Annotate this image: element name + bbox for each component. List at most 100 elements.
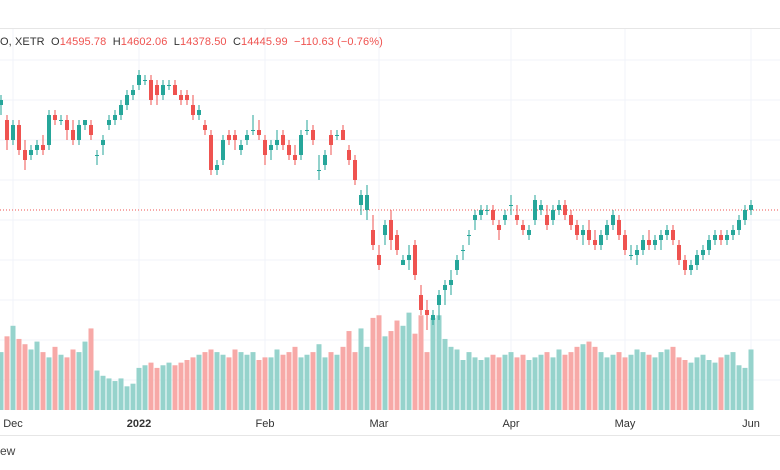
candle[interactable] — [407, 245, 411, 270]
candle[interactable] — [545, 205, 549, 230]
candle[interactable] — [419, 285, 423, 315]
candle[interactable] — [509, 195, 513, 215]
candle[interactable] — [395, 230, 399, 255]
candle[interactable] — [89, 120, 93, 140]
candle[interactable] — [557, 200, 561, 215]
candle[interactable] — [281, 130, 285, 150]
candle[interactable] — [347, 145, 351, 165]
candle[interactable] — [527, 225, 531, 240]
candle[interactable] — [167, 80, 171, 90]
candle[interactable] — [497, 220, 501, 240]
candle[interactable] — [677, 240, 681, 265]
candle[interactable] — [689, 260, 693, 275]
candle[interactable] — [143, 75, 147, 85]
candle[interactable] — [197, 105, 201, 120]
candle[interactable] — [521, 220, 525, 235]
candle[interactable] — [731, 225, 735, 240]
footer-text[interactable]: ew — [0, 444, 16, 458]
candle[interactable] — [605, 220, 609, 240]
candle[interactable] — [467, 230, 471, 245]
candle[interactable] — [341, 125, 345, 140]
candle[interactable] — [353, 155, 357, 185]
candle[interactable] — [533, 195, 537, 225]
candle[interactable] — [473, 210, 477, 230]
candle[interactable] — [335, 130, 339, 140]
candle[interactable] — [503, 210, 507, 225]
candle[interactable] — [359, 190, 363, 215]
candle[interactable] — [59, 115, 63, 125]
candle[interactable] — [665, 225, 669, 240]
candle[interactable] — [449, 270, 453, 295]
candle[interactable] — [563, 200, 567, 220]
candle[interactable] — [203, 120, 207, 135]
candle[interactable] — [749, 200, 753, 215]
candle[interactable] — [575, 220, 579, 240]
candle[interactable] — [185, 90, 189, 105]
candle[interactable] — [275, 130, 279, 150]
candle[interactable] — [71, 120, 75, 145]
candle[interactable] — [485, 205, 489, 215]
candle[interactable] — [257, 120, 261, 140]
candle[interactable] — [377, 245, 381, 270]
candle[interactable] — [413, 240, 417, 280]
candle[interactable] — [707, 235, 711, 255]
candle[interactable] — [551, 205, 555, 225]
candle[interactable] — [647, 230, 651, 250]
candle[interactable] — [431, 310, 435, 325]
candle[interactable] — [35, 140, 39, 155]
candle[interactable] — [125, 90, 129, 110]
candle[interactable] — [113, 110, 117, 125]
candle[interactable] — [173, 80, 177, 95]
candle[interactable] — [269, 140, 273, 160]
candle[interactable] — [53, 110, 57, 125]
candle[interactable] — [641, 235, 645, 255]
candle[interactable] — [107, 115, 111, 130]
candle[interactable] — [743, 205, 747, 225]
candle[interactable] — [161, 80, 165, 100]
candle[interactable] — [209, 130, 213, 175]
candle[interactable] — [725, 230, 729, 245]
candle[interactable] — [587, 220, 591, 245]
candle[interactable] — [233, 130, 237, 150]
candle[interactable] — [65, 115, 69, 140]
candle[interactable] — [251, 115, 255, 135]
candle[interactable] — [701, 245, 705, 260]
candle[interactable] — [101, 135, 105, 155]
candle[interactable] — [581, 225, 585, 245]
candle[interactable] — [671, 225, 675, 245]
candle[interactable] — [629, 245, 633, 260]
candle[interactable] — [593, 230, 597, 250]
candle[interactable] — [17, 120, 21, 155]
candle[interactable] — [389, 210, 393, 250]
candle[interactable] — [617, 215, 621, 240]
candle[interactable] — [599, 230, 603, 250]
candle[interactable] — [239, 140, 243, 155]
candle[interactable] — [425, 300, 429, 330]
candle[interactable] — [149, 75, 153, 105]
candle[interactable] — [0, 95, 3, 115]
candle[interactable] — [245, 130, 249, 145]
candle[interactable] — [83, 120, 87, 130]
candle[interactable] — [29, 145, 33, 160]
candle[interactable] — [623, 230, 627, 255]
candle[interactable] — [383, 220, 387, 245]
candle[interactable] — [491, 205, 495, 225]
candle[interactable] — [683, 255, 687, 275]
candle[interactable] — [569, 210, 573, 230]
candle[interactable] — [329, 130, 333, 155]
candle[interactable] — [371, 215, 375, 250]
candle[interactable] — [305, 120, 309, 135]
candle[interactable] — [77, 120, 81, 145]
candle[interactable] — [191, 95, 195, 120]
candle[interactable] — [11, 120, 15, 145]
candle[interactable] — [443, 280, 447, 305]
candle[interactable] — [719, 230, 723, 245]
candle[interactable] — [137, 70, 141, 90]
candle[interactable] — [131, 85, 135, 100]
candle[interactable] — [5, 115, 9, 150]
candle[interactable] — [401, 255, 405, 265]
candle[interactable] — [539, 200, 543, 215]
candle[interactable] — [635, 245, 639, 265]
candle[interactable] — [227, 130, 231, 145]
